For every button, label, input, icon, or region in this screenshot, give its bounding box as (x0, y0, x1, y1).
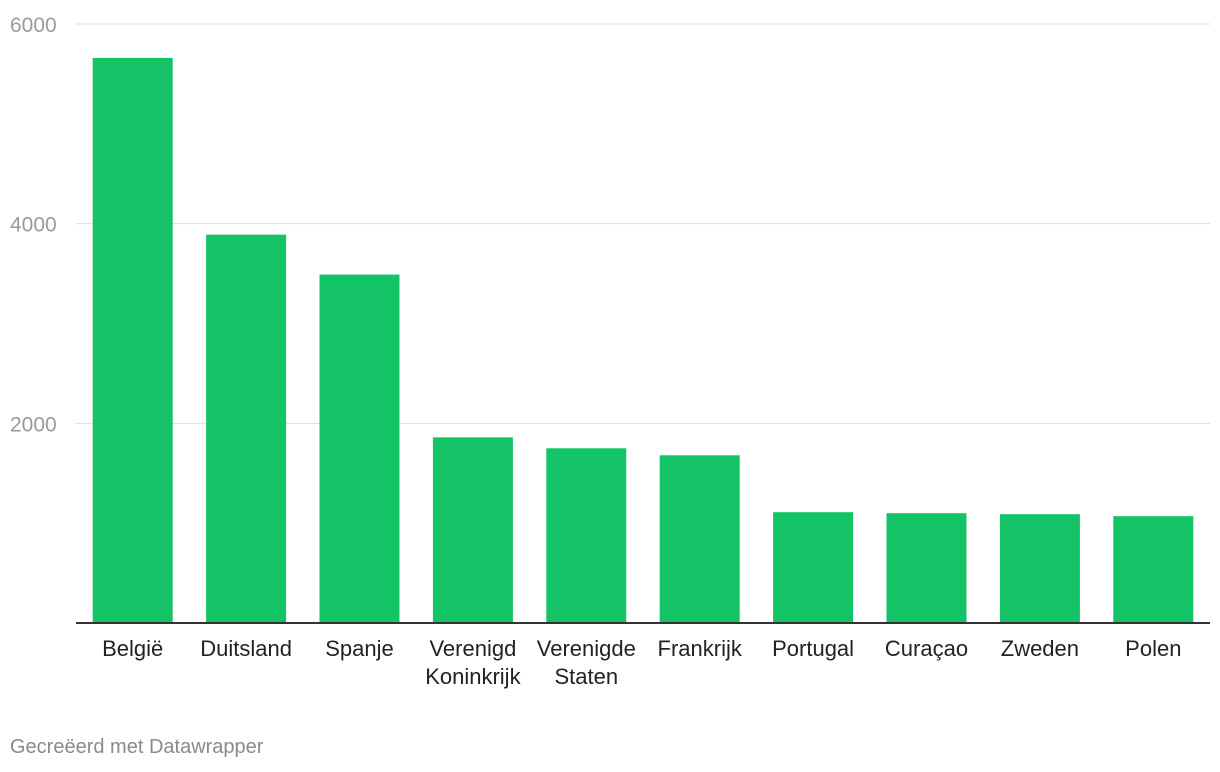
y-tick-label: 2000 (10, 413, 57, 436)
x-tick-label-line: Duitsland (200, 636, 292, 661)
x-tick-label: Verenigd Koninkrijk (425, 636, 521, 689)
bar (432, 437, 513, 623)
bar (206, 234, 287, 624)
x-tick-label: Curaçao (885, 636, 968, 661)
bar (999, 514, 1080, 623)
x-tick-label-line: Polen (1125, 636, 1181, 661)
x-tick-label: Frankrijk (658, 636, 743, 661)
x-tick-label-line: Frankrijk (658, 636, 743, 661)
bar (659, 455, 740, 623)
y-tick-label: 6000 (10, 14, 57, 37)
x-tick-label-line: Zweden (1001, 636, 1079, 661)
x-tick-label-line: Curaçao (885, 636, 968, 661)
bar-chart: 2000 4000 6000 België Duitsland Spanje Vereni… (10, 14, 1210, 689)
x-tick-label: Verenigde Staten (537, 636, 636, 689)
x-tick-label-line: Staten (554, 664, 618, 689)
x-tick-label: België (102, 636, 163, 661)
x-tick-label-line: Koninkrijk (425, 664, 521, 689)
x-tick-label-line: België (102, 636, 163, 661)
x-tick-label: Spanje (325, 636, 394, 661)
bar (886, 513, 967, 623)
bar (1113, 516, 1194, 623)
bar (92, 57, 173, 623)
x-tick-label-line: Verenigde (537, 636, 636, 661)
bar (546, 448, 627, 623)
bar (773, 512, 854, 623)
x-tick-label-line: Spanje (325, 636, 394, 661)
x-tick-label: Polen (1125, 636, 1181, 661)
x-axis-labels: België Duitsland Spanje Verenigd KoninkrijkV… (102, 636, 1181, 689)
credit-text: Gecreëerd met Datawrapper (10, 736, 264, 758)
x-tick-label-line: Verenigd (429, 636, 516, 661)
x-tick-label-line: Portugal (772, 636, 854, 661)
x-tick-label: Duitsland (200, 636, 292, 661)
y-tick-label: 4000 (10, 214, 57, 237)
x-tick-label: Zweden (1001, 636, 1079, 661)
y-axis-labels: 2000 4000 6000 (10, 14, 57, 436)
bar (319, 274, 400, 623)
x-tick-label: Portugal (772, 636, 854, 661)
bars (92, 57, 1194, 624)
